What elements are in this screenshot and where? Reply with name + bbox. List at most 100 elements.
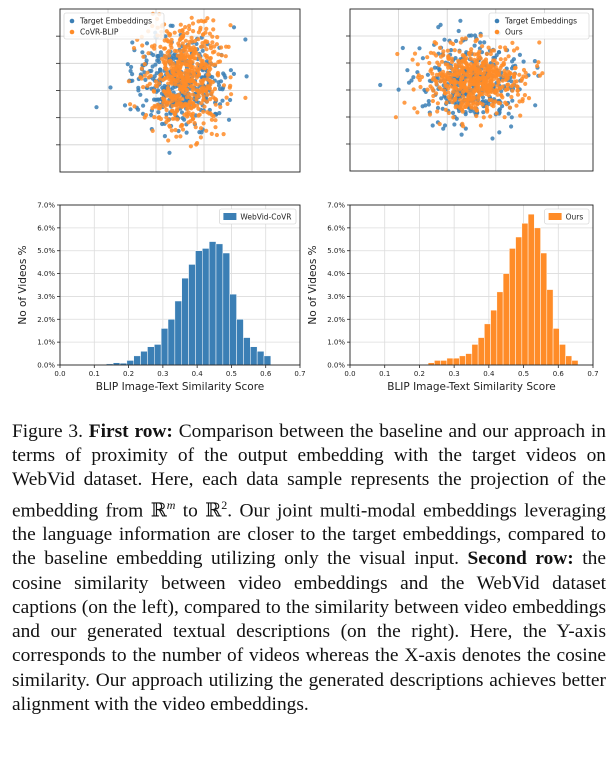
scatter-point <box>166 81 171 86</box>
scatter-point <box>219 45 224 50</box>
scatter-point <box>494 111 499 116</box>
x-axis-label: BLIP Image-Text Similarity Score <box>387 381 556 393</box>
scatter-point <box>187 64 193 69</box>
scatter-point <box>510 98 515 103</box>
scatter-point <box>122 103 128 108</box>
scatter-point <box>141 103 146 108</box>
scatter-point <box>228 97 233 103</box>
scatter-point <box>174 107 179 112</box>
histogram-bar <box>215 243 224 366</box>
scatter-point <box>231 71 236 76</box>
scatter-point <box>454 116 459 121</box>
histogram-bar <box>509 248 516 366</box>
histogram-bar <box>202 248 210 366</box>
scatter-point <box>165 85 170 91</box>
legend-box <box>488 12 590 40</box>
scatter-point <box>204 128 209 133</box>
scatter-point <box>463 104 468 109</box>
scatter-point <box>473 71 478 76</box>
scatter-point <box>464 78 469 83</box>
histogram-bar <box>263 355 272 366</box>
scatter-point <box>473 66 478 71</box>
scatter-point <box>435 60 440 65</box>
scatter-point <box>175 117 180 122</box>
scatter-point <box>438 54 444 59</box>
legend-box <box>63 12 165 40</box>
scatter-point <box>469 66 474 71</box>
scatter-point <box>484 91 489 97</box>
scatter-point <box>184 102 190 107</box>
scatter-point <box>152 103 157 109</box>
scatter-point <box>208 46 214 51</box>
scatter-point <box>505 86 510 92</box>
scatter-point <box>498 57 503 62</box>
scatter-point <box>164 112 169 117</box>
scatter-point <box>210 75 215 80</box>
scatter-point <box>426 99 431 104</box>
scatter-point <box>467 83 473 88</box>
scatter-point <box>185 30 190 36</box>
y-tick-label: 0.0% <box>37 362 55 370</box>
scatter-point <box>483 57 489 62</box>
scatter-point <box>196 94 201 99</box>
scatter-point <box>502 68 507 73</box>
scatter-point <box>132 104 137 109</box>
scatter-point <box>215 35 220 40</box>
scatter-point <box>189 47 194 52</box>
scatter-point <box>216 83 222 88</box>
bar-series <box>106 241 272 366</box>
x-tick-label: 0.7 <box>587 370 598 378</box>
scatter-point <box>474 100 479 105</box>
scatter-point <box>537 73 543 78</box>
histogram-bar <box>133 355 141 366</box>
scatter-point <box>204 26 209 31</box>
scatter-point <box>533 103 538 108</box>
scatter-point <box>411 75 416 80</box>
legend-label: Ours <box>566 212 584 221</box>
scatter-point <box>460 36 465 41</box>
y-tick-label: 4.0% <box>37 270 55 278</box>
scatter-point <box>210 40 215 45</box>
scatter-point <box>477 93 482 98</box>
scatter-point <box>420 56 425 61</box>
scatter-point <box>151 52 156 58</box>
scatter-point <box>482 40 487 45</box>
scatter-point <box>509 124 514 129</box>
histogram-bar <box>471 344 479 366</box>
scatter-point <box>167 150 172 155</box>
legend: Target Embeddings CoVR-BLIP <box>63 12 165 40</box>
scatter-point <box>466 96 471 101</box>
scatter-point <box>183 25 188 30</box>
scatter-point <box>483 79 489 84</box>
scatter-point <box>193 82 198 87</box>
y-tick-label: 6.0% <box>327 224 345 232</box>
scatter-point <box>178 124 183 129</box>
bar-series <box>427 213 579 366</box>
scatter-point <box>167 123 172 128</box>
scatter-point <box>464 56 469 61</box>
scatter-point <box>474 108 479 113</box>
histogram-bar <box>229 293 237 366</box>
scatter-point <box>129 64 134 70</box>
scatter-point <box>451 72 456 77</box>
scatter-point <box>468 56 473 61</box>
legend-label: Ours <box>505 28 523 37</box>
scatter-point <box>191 71 196 76</box>
scatter-point <box>150 128 155 133</box>
scatter-point <box>209 117 214 122</box>
scatter-point <box>142 62 147 67</box>
scatter-point <box>450 110 456 115</box>
scatter-point <box>411 87 416 92</box>
scatter-point <box>467 51 472 56</box>
scatter-point <box>186 60 191 65</box>
scatter-point <box>445 48 450 53</box>
y-tick-label: 5.0% <box>37 247 55 255</box>
scatter-point <box>171 69 176 74</box>
scatter-point <box>165 70 170 76</box>
scatter-point <box>482 85 487 90</box>
scatter-point <box>456 92 462 97</box>
scatter-point <box>141 54 146 59</box>
scatter-point <box>228 23 233 28</box>
scatter-point <box>446 86 451 91</box>
scatter-point <box>144 58 149 63</box>
